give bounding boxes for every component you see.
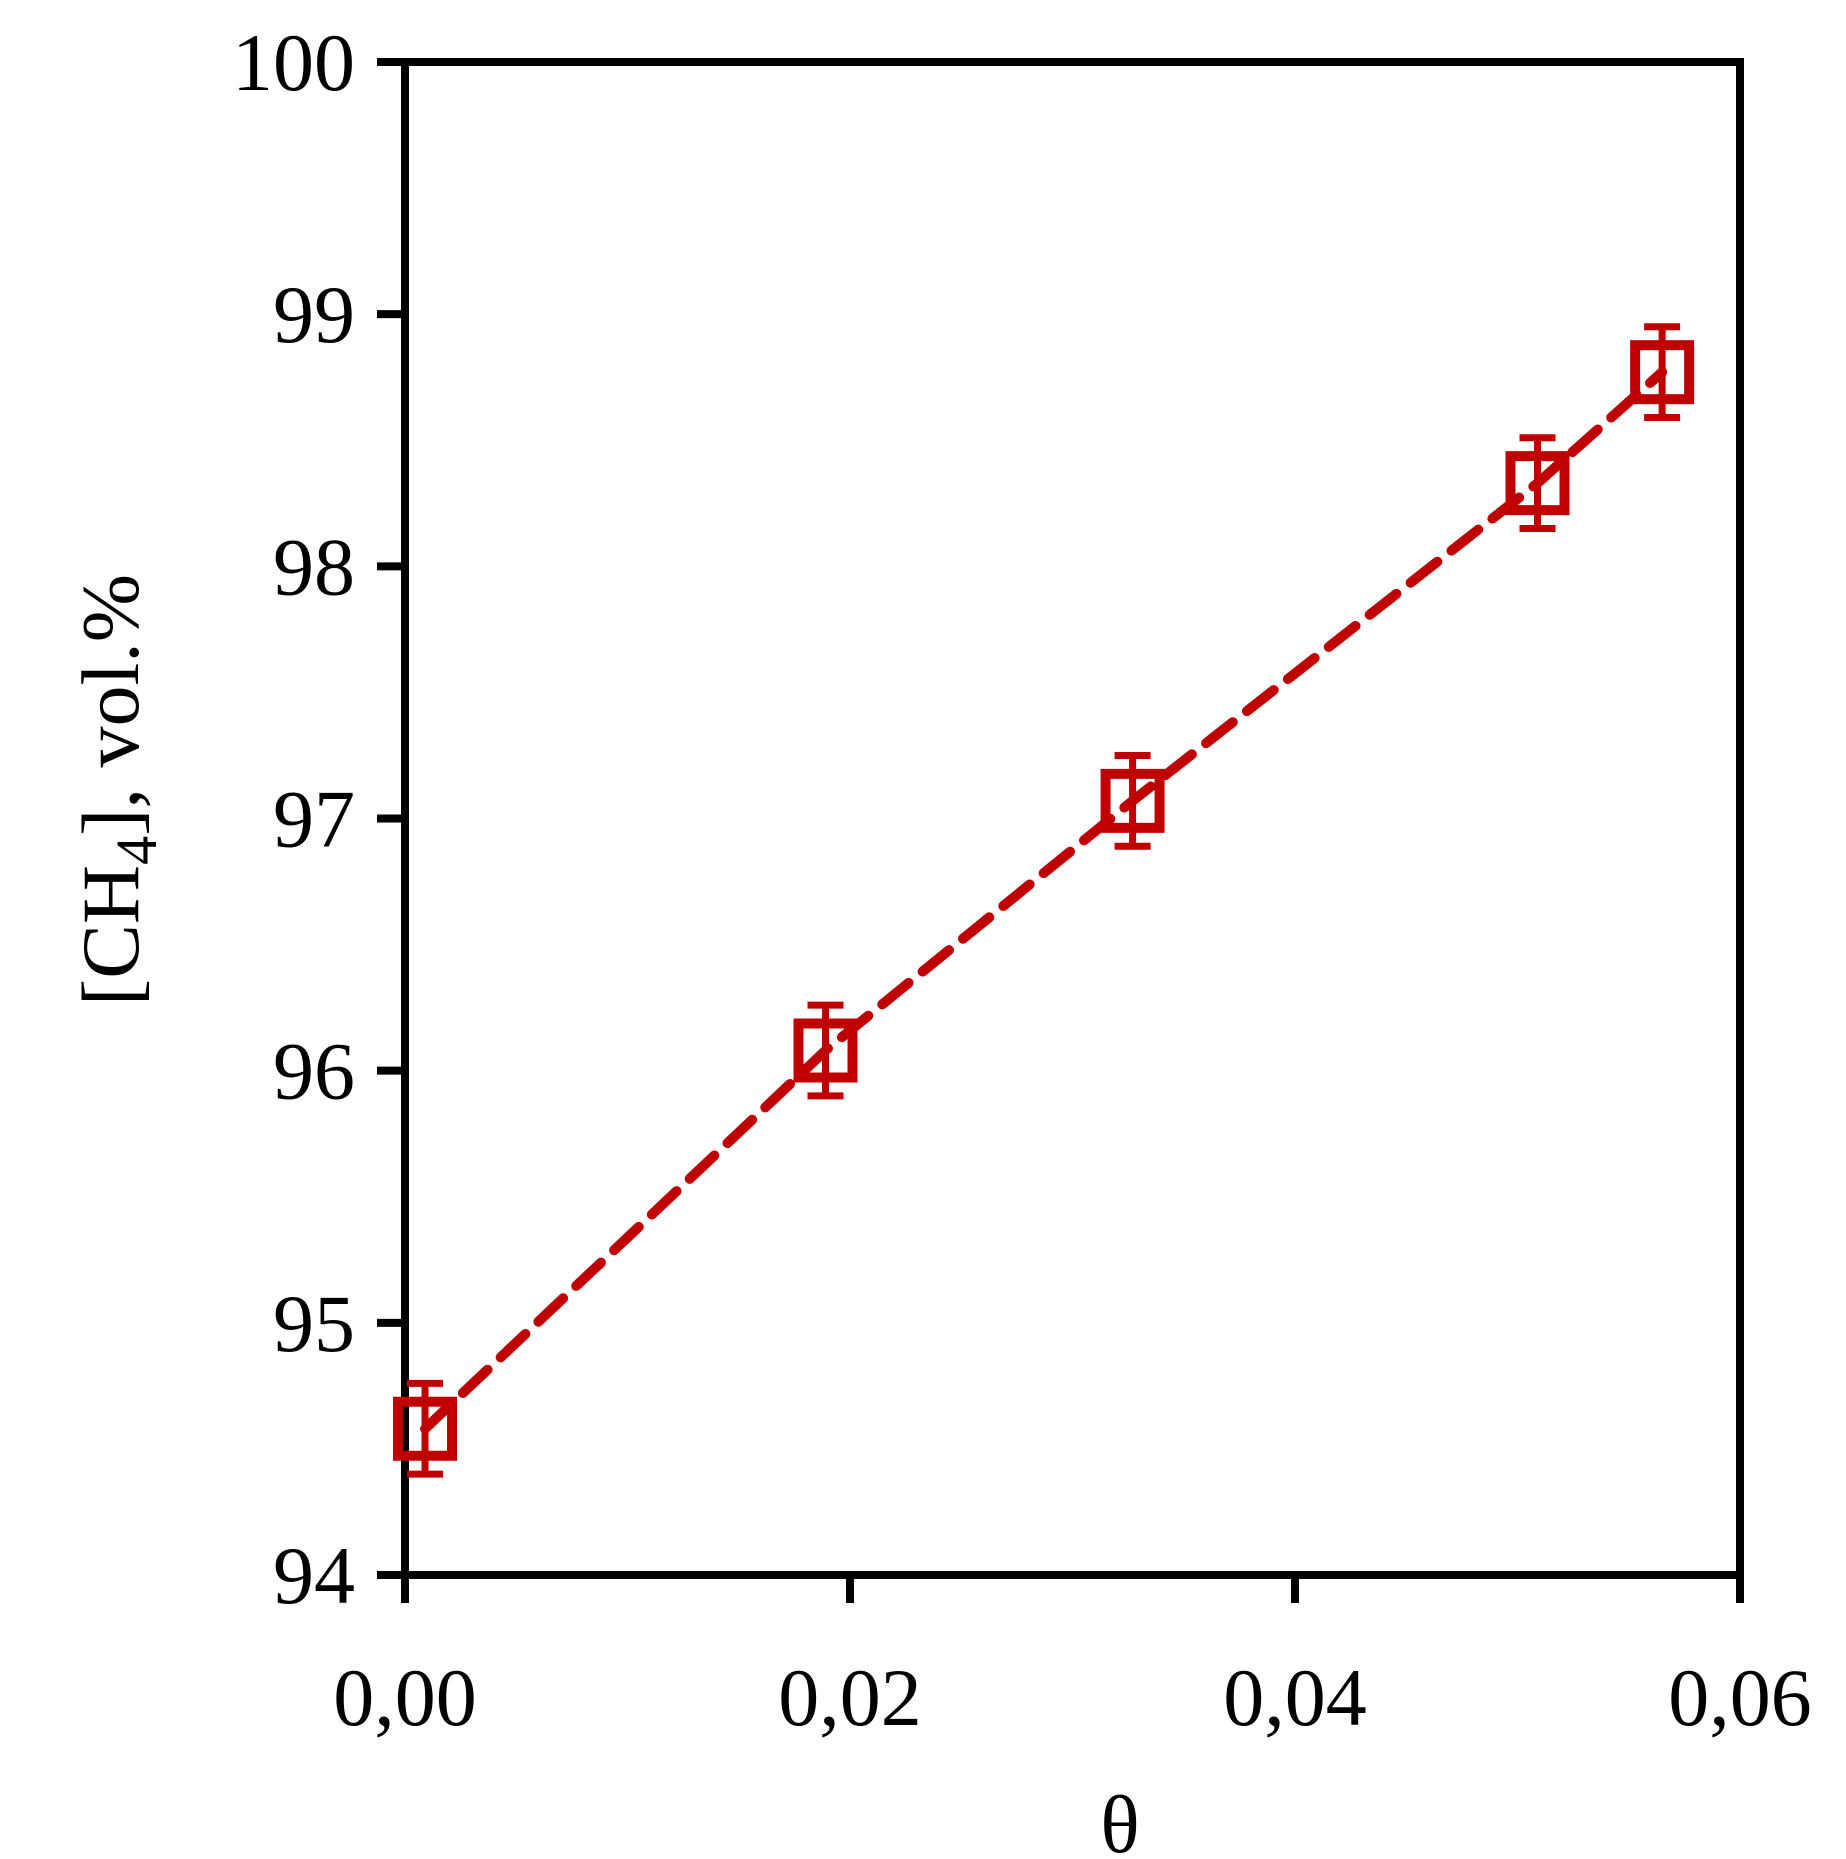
series-dashed-line [420,367,1668,1434]
error-bars [407,323,1681,1478]
data-point-marker [1100,768,1165,833]
series-line [420,367,1668,1434]
y-tick-label: 100 [232,17,355,108]
y-tick-label: 96 [273,1026,355,1117]
data-point-marker [393,1396,458,1461]
y-axis-title-prefix: [CH [65,865,156,1006]
x-axis-ticks: 0,00 0,02 0,04 0,06 [333,1575,1812,1743]
x-tick-label: 0,00 [333,1652,477,1743]
x-tick-label: 0,04 [1223,1652,1367,1743]
x-tick-label: 0,06 [1668,1652,1812,1743]
plot-frame [401,58,1744,1579]
plot-area-border [401,58,1744,1579]
y-tick-label: 95 [273,1278,355,1369]
x-tick-label: 0,02 [778,1652,922,1743]
data-markers [393,340,1695,1461]
y-axis-ticks: 94 95 96 97 98 99 100 [232,17,405,1621]
svg-text:[CH4], vol.%: [CH4], vol.% [65,574,169,1006]
data-point-marker [793,1018,858,1083]
y-tick-label: 98 [273,521,355,612]
x-axis-title: θ [1100,1779,1139,1859]
data-point-marker [1505,451,1570,516]
data-point-marker [1630,340,1695,405]
y-tick-label: 94 [273,1530,355,1621]
y-tick-label: 99 [273,269,355,360]
y-tick-label: 97 [273,774,355,865]
y-axis-title: [CH4], vol.% [65,574,169,1006]
y-axis-title-suffix: ], vol.% [65,574,156,836]
y-axis-title-subscript: 4 [104,836,169,865]
